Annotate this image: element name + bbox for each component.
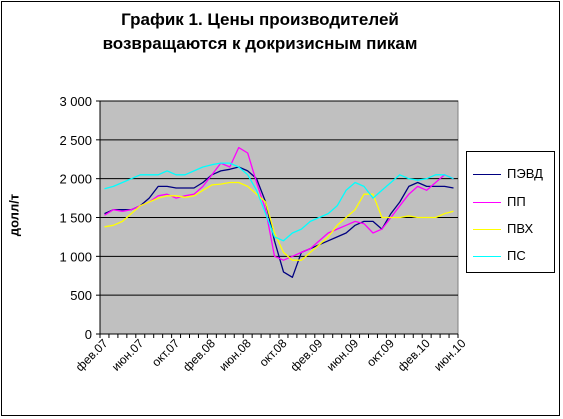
chart-title-line-1: График 1. Цены производителей (121, 10, 399, 29)
legend-swatch-pp (473, 202, 501, 203)
x-tick-label: июн.07 (109, 336, 147, 374)
x-tick-label: фев.08 (180, 336, 218, 374)
x-tick-label: окт.09 (364, 336, 397, 369)
chart-title-line-2: возвращаются к докризисным пикам (102, 34, 418, 53)
legend-label-pp: ПП (507, 194, 526, 209)
y-tick-label: 0 (85, 327, 92, 342)
legend-swatch-pvh (473, 229, 501, 230)
x-tick-label: окт.07 (149, 336, 182, 369)
series-line-0 (104, 166, 454, 278)
legend-label-pvh: ПВХ (507, 221, 534, 236)
legend-item-pp: ПП (473, 194, 553, 212)
legend-label-pevd: ПЭВД (507, 166, 543, 181)
series-line-1 (104, 146, 454, 261)
x-tick-label: июн.08 (216, 336, 254, 374)
legend-swatch-pevd (473, 174, 501, 175)
legend-item-pvh: ПВХ (473, 221, 553, 239)
legend: ПЭВД ПП ПВХ ПС (466, 151, 555, 273)
chart-title: График 1. Цены производителей возвращают… (60, 8, 460, 56)
x-tick-label: июн.09 (324, 336, 362, 374)
series-line-3 (104, 162, 454, 242)
y-tick-label: 1 500 (59, 211, 92, 226)
legend-swatch-ps (473, 256, 501, 257)
legend-item-ps: ПС (473, 248, 553, 266)
y-tick-label: 2 000 (59, 172, 92, 187)
legend-item-pevd: ПЭВД (473, 166, 553, 184)
x-tick-label: фев.09 (287, 336, 325, 374)
y-tick-label: 500 (70, 288, 92, 303)
legend-label-ps: ПС (507, 248, 526, 263)
y-tick-label: 1 000 (59, 249, 92, 264)
x-tick-label: июн.10 (431, 336, 469, 374)
y-tick-label: 3 000 (59, 94, 92, 109)
y-tick-label: 2 500 (59, 133, 92, 148)
series-line-2 (104, 181, 454, 261)
x-tick-label: окт.08 (256, 336, 289, 369)
x-tick-label: фев.10 (395, 336, 433, 374)
